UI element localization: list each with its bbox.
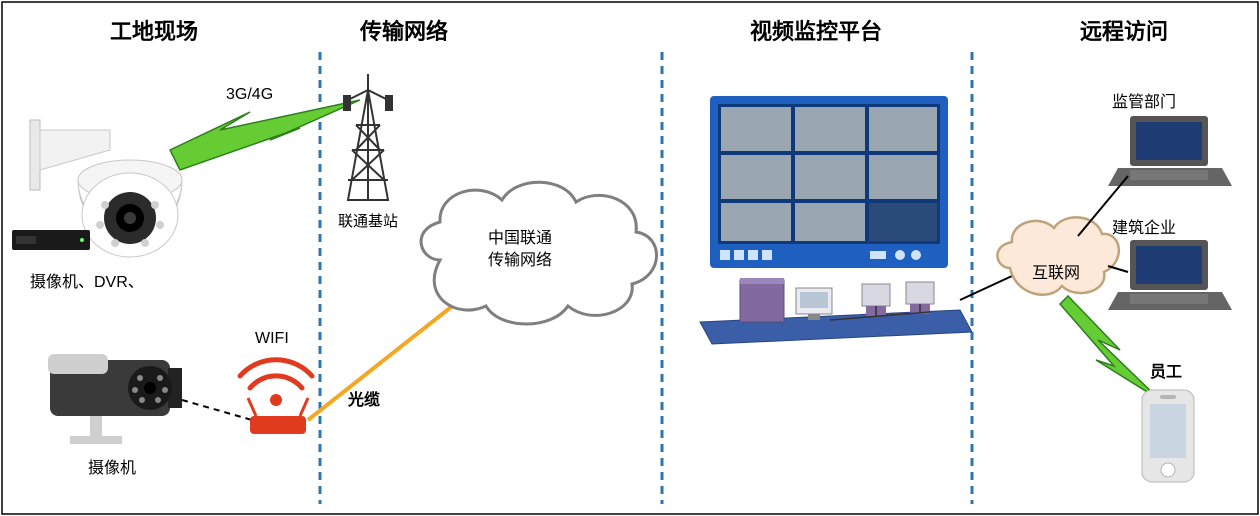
- video-wall-icon: [710, 96, 948, 268]
- label-dvr: 摄像机、DVR、: [30, 268, 144, 292]
- laptop-supervisor-icon: [1108, 116, 1232, 186]
- label-enterprise: 建筑企业: [1112, 214, 1176, 238]
- label-camera2: 摄像机: [88, 454, 136, 478]
- link-camera-wifi: [182, 400, 252, 420]
- bullet-camera-icon: [48, 354, 182, 444]
- label-supervisor: 监管部门: [1112, 88, 1176, 112]
- bolt-internet-phone-icon: [1060, 296, 1160, 400]
- link-platform-internet: [960, 276, 1012, 300]
- label-3g4g: 3G/4G: [226, 86, 273, 104]
- label-cloud1a: 中国联通: [488, 224, 552, 248]
- label-cloud1b: 传输网络: [488, 246, 552, 270]
- title-platform: 视频监控平台: [750, 14, 882, 46]
- svg-layer: [0, 0, 1260, 516]
- diagram-stage: 工地现场 传输网络 视频监控平台 远程访问 3G/4G 摄像机、DVR、 WIF…: [0, 0, 1260, 516]
- platform-rack-icon: [700, 278, 972, 344]
- label-base: 联通基站: [338, 210, 398, 231]
- wifi-router-icon: [240, 360, 312, 434]
- title-site: 工地现场: [110, 14, 198, 46]
- bolt-3g4g-icon: [170, 100, 360, 170]
- laptop-enterprise-icon: [1108, 240, 1232, 310]
- label-staff: 员工: [1150, 358, 1182, 382]
- title-remote: 远程访问: [1080, 14, 1168, 46]
- label-internet: 互联网: [1032, 259, 1080, 283]
- label-fiber: 光缆: [348, 386, 380, 410]
- title-network: 传输网络: [360, 14, 448, 46]
- dvr-icon: [12, 230, 90, 250]
- cell-tower-icon: [344, 74, 392, 200]
- internet-cloud-icon: [997, 217, 1118, 294]
- fiber-link: [308, 300, 460, 420]
- label-wifi: WIFI: [255, 330, 289, 348]
- phone-staff-icon: [1142, 390, 1194, 482]
